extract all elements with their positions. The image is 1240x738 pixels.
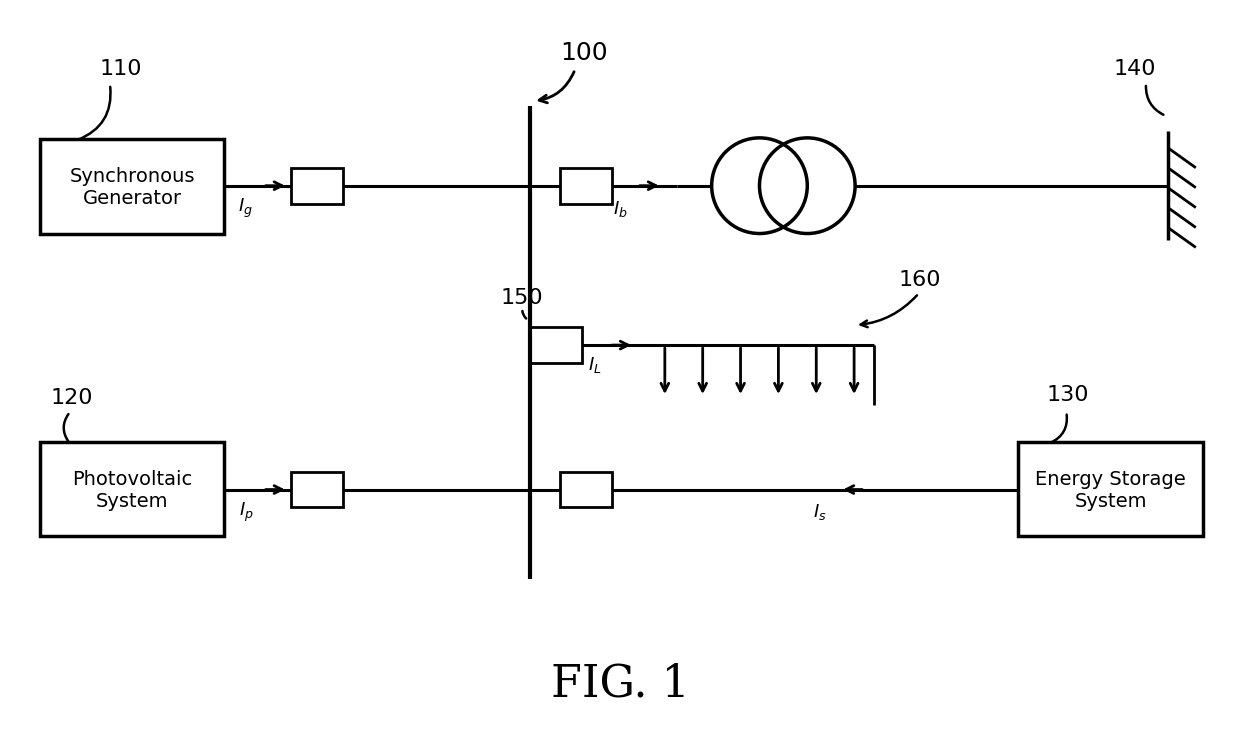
Text: $I_s$: $I_s$	[813, 503, 827, 523]
Text: $I_L$: $I_L$	[588, 355, 601, 375]
Text: System: System	[1074, 492, 1147, 511]
Bar	[291, 472, 343, 508]
Text: System: System	[95, 492, 169, 511]
Text: Photovoltaic: Photovoltaic	[72, 469, 192, 489]
Text: $I_g$: $I_g$	[238, 197, 253, 220]
Text: 150: 150	[501, 289, 543, 308]
Bar	[560, 168, 613, 204]
Text: 130: 130	[1047, 385, 1089, 405]
Text: FIG. 1: FIG. 1	[551, 662, 689, 706]
Text: 120: 120	[50, 388, 93, 408]
Text: Generator: Generator	[83, 189, 182, 207]
Text: 140: 140	[1114, 59, 1156, 79]
Text: $I_p$: $I_p$	[238, 501, 253, 524]
Bar	[560, 472, 613, 508]
Text: $I_b$: $I_b$	[613, 199, 627, 218]
Bar	[531, 327, 582, 363]
Bar	[1018, 442, 1203, 537]
Bar	[40, 442, 224, 537]
Text: 110: 110	[100, 59, 143, 79]
Bar	[40, 139, 224, 233]
Bar	[291, 168, 343, 204]
Text: 100: 100	[560, 41, 608, 65]
Text: 160: 160	[899, 270, 941, 290]
Text: Synchronous: Synchronous	[69, 167, 195, 186]
Text: Energy Storage: Energy Storage	[1035, 469, 1185, 489]
